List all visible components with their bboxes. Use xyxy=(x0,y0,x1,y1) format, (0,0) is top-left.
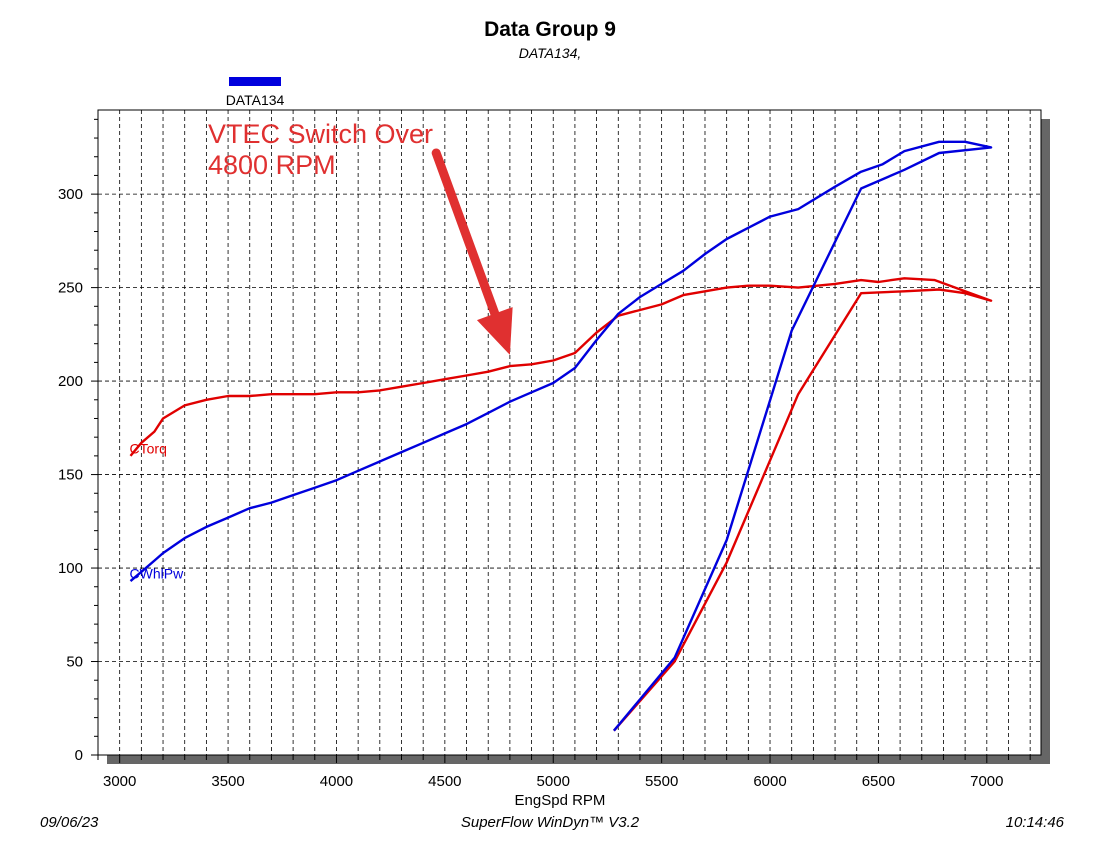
series-line-ctorq xyxy=(129,277,993,732)
y-tick-label: 100 xyxy=(58,560,83,577)
chart-title: Data Group 9 xyxy=(484,18,616,41)
plot-area xyxy=(97,109,1042,756)
x-tick-label: 4000 xyxy=(320,773,353,790)
y-tick-label: 150 xyxy=(58,467,83,484)
chart-subtitle: DATA134, xyxy=(518,45,582,61)
annotation-arrow-shaft xyxy=(431,148,500,319)
footer-software: SuperFlow WinDyn™ V3.2 xyxy=(460,814,640,831)
vtec-annotation: VTEC Switch Over 4800 RPM xyxy=(208,119,513,355)
y-tick-label: 200 xyxy=(58,373,83,390)
x-tick-label: 6500 xyxy=(862,773,895,790)
series-label-ctorq: CTorq xyxy=(130,440,167,456)
legend-label: DATA134 xyxy=(226,92,285,108)
y-tick-label: 250 xyxy=(58,280,83,297)
x-tick-label: 3500 xyxy=(211,773,244,790)
x-tick-label: 5000 xyxy=(537,773,570,790)
x-tick-label: 5500 xyxy=(645,773,678,790)
y-tick-label: 0 xyxy=(75,747,83,764)
footer-time: 10:14:46 xyxy=(1005,814,1064,831)
legend: DATA134 xyxy=(226,77,285,108)
x-tick-label: 4500 xyxy=(428,773,461,790)
annotation-arrow-head xyxy=(476,307,513,355)
x-axis-label: EngSpd RPM xyxy=(515,792,606,809)
x-axis-ticks: 3000 3500 4000 4500 5000 5500 6000 6500 7000 xyxy=(97,755,1031,790)
series-group: CTorq CWhlPw xyxy=(129,140,993,732)
y-tick-label: 300 xyxy=(58,186,83,203)
footer-date: 09/06/23 xyxy=(40,814,99,831)
x-tick-label: 3000 xyxy=(103,773,136,790)
legend-swatch xyxy=(229,77,281,86)
series-label-cwhlpw: CWhlPw xyxy=(130,566,185,582)
y-tick-label: 50 xyxy=(66,654,83,671)
annotation-line-2: 4800 RPM xyxy=(208,150,336,180)
series-line-cwhlpw xyxy=(129,140,993,732)
x-tick-label: 6000 xyxy=(753,773,786,790)
y-axis-ticks: 0 50 100 150 200 250 300 xyxy=(58,118,98,764)
grid-lines xyxy=(98,110,1041,755)
annotation-line-1: VTEC Switch Over xyxy=(208,119,433,149)
x-tick-label: 7000 xyxy=(970,773,1003,790)
